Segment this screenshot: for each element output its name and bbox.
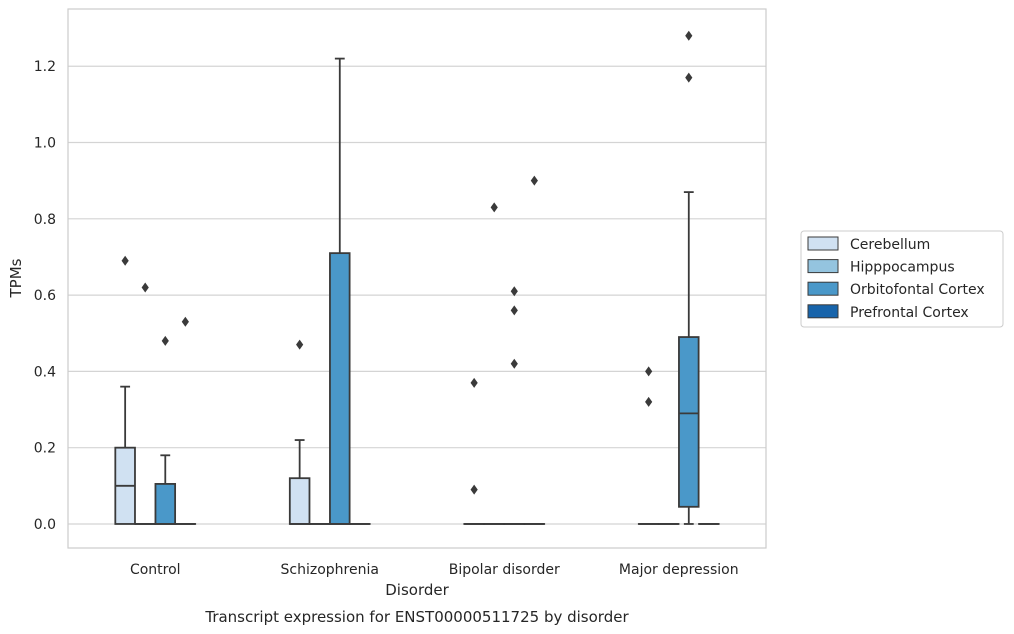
box-group xyxy=(329,57,351,525)
box-group xyxy=(523,175,546,525)
x-tick-label: Major depression xyxy=(619,562,739,578)
box-body xyxy=(678,336,700,508)
y-tick-labels: 0.0 0.2 0.4 0.6 0.8 1.0 1.2 xyxy=(34,59,56,533)
y-axis-title: TPMs xyxy=(7,258,25,298)
legend: Cerebellum Hipppocampus Orbitofontal Corte… xyxy=(800,230,1004,328)
outlier-point xyxy=(161,335,169,346)
box-body xyxy=(288,477,311,525)
outlier-point xyxy=(470,484,478,495)
x-axis-title: Disorder xyxy=(385,581,449,599)
outlier-point xyxy=(645,396,653,407)
boxes xyxy=(114,30,720,525)
y-tick-label: 0.4 xyxy=(34,364,56,380)
x-tick-label: Control xyxy=(130,562,181,578)
legend-swatch xyxy=(807,259,839,274)
outlier-point xyxy=(645,366,653,377)
y-tick-label: 0.6 xyxy=(34,288,56,304)
x-tick-label: Schizophrenia xyxy=(281,562,379,578)
x-tick-labels: Control Schizophrenia Bipolar disorder Majo… xyxy=(130,562,739,578)
outlier-point xyxy=(510,286,518,297)
box-group xyxy=(503,286,526,525)
outlier-point xyxy=(685,30,693,41)
y-tick-label: 0.2 xyxy=(34,441,56,457)
box-group xyxy=(637,366,660,525)
box-body xyxy=(329,252,351,525)
plot-background xyxy=(68,9,766,548)
legend-frame xyxy=(800,230,1004,328)
legend-label: Cerebellum xyxy=(850,237,930,253)
legend-label: Orbitofontal Cortex xyxy=(850,282,985,298)
x-tick-label: Bipolar disorder xyxy=(449,562,560,578)
box-group xyxy=(174,316,197,525)
legend-swatch xyxy=(807,281,839,296)
box-body xyxy=(154,483,177,525)
y-tick-label: 0.8 xyxy=(34,212,56,228)
box-group xyxy=(678,30,700,525)
legend-swatch xyxy=(807,236,839,251)
outlier-point xyxy=(296,339,304,350)
y-tick-label: 0.0 xyxy=(34,517,56,533)
outlier-point xyxy=(121,255,129,266)
box-group xyxy=(288,339,311,525)
y-tick-label: 1.0 xyxy=(34,136,56,152)
outlier-point xyxy=(490,202,498,213)
box-group xyxy=(154,335,177,525)
outlier-point xyxy=(470,377,478,388)
outlier-point xyxy=(685,72,693,83)
box-group xyxy=(114,255,136,525)
outlier-point xyxy=(141,282,149,293)
outlier-point xyxy=(510,358,518,369)
legend-label: Hipppocampus xyxy=(850,260,955,276)
y-tick-label: 1.2 xyxy=(34,59,56,75)
legend-swatch xyxy=(807,304,839,319)
legend-label: Prefrontal Cortex xyxy=(850,305,969,321)
outlier-point xyxy=(530,175,538,186)
outlier-point xyxy=(181,316,189,327)
box-group xyxy=(134,282,156,525)
plot-frame xyxy=(67,8,767,549)
chart-caption: Transcript expression for ENST0000051172… xyxy=(204,608,629,626)
outlier-point xyxy=(510,305,518,316)
gridlines xyxy=(68,65,766,525)
